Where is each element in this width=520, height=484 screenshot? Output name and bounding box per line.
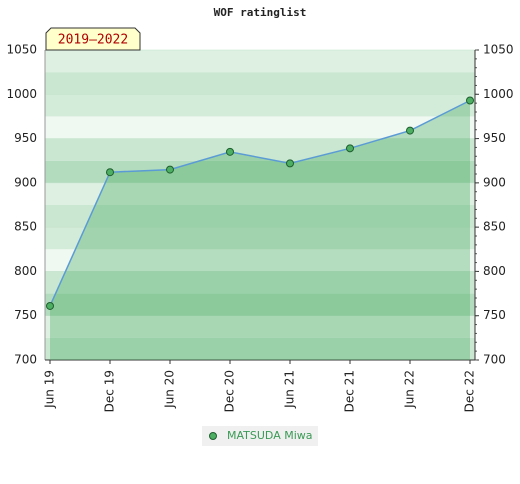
- background-band: [45, 138, 475, 161]
- background-band: [45, 50, 475, 73]
- x-tick-label: Dec 20: [223, 370, 237, 412]
- legend-marker: [209, 432, 217, 440]
- annotation-box: [45, 27, 141, 51]
- x-tick-label: Dec 19: [103, 370, 117, 412]
- legend-box: [202, 426, 318, 446]
- background-band: [45, 337, 475, 360]
- y-tick-label: 750: [14, 308, 37, 322]
- x-tick-label: Dec 22: [463, 370, 477, 412]
- y-tick-label: 1050: [6, 43, 37, 57]
- y-tick-label-right: 850: [483, 220, 506, 234]
- legend: MATSUDA Miwa: [202, 426, 318, 446]
- legend-label: MATSUDA Miwa: [227, 429, 313, 442]
- x-tick-label: Jun 20: [163, 370, 177, 409]
- background-band: [45, 160, 475, 183]
- line: [49, 99, 471, 307]
- annotation: 2019–2022: [58, 33, 128, 48]
- marker: [46, 301, 54, 310]
- y-tick-label: 800: [14, 264, 37, 278]
- y-tick-label-right: 900: [483, 175, 506, 189]
- y-tick-label-right: 950: [483, 131, 506, 145]
- x-tick-label: Dec 21: [343, 370, 357, 412]
- y-tick-label-right: 700: [483, 353, 506, 367]
- marker: [226, 147, 234, 156]
- x-tick-label: Jun 19: [43, 370, 57, 409]
- background-band: [45, 72, 475, 95]
- area: [50, 100, 470, 360]
- chart-title: WOF ratinglist: [214, 6, 307, 19]
- marker: [466, 96, 474, 105]
- background-band: [45, 94, 475, 117]
- y-tick-label-right: 800: [483, 264, 506, 278]
- background-band: [45, 116, 475, 139]
- y-tick-label-right: 1000: [483, 87, 514, 101]
- y-tick-label-right: 1050: [483, 43, 514, 57]
- background-band: [45, 249, 475, 272]
- y-tick-label: 850: [14, 220, 37, 234]
- background-band: [45, 182, 475, 205]
- marker: [346, 144, 354, 153]
- y-tick-label: 1000: [6, 87, 37, 101]
- y-tick-label: 700: [14, 353, 37, 367]
- y-tick-label: 900: [14, 175, 37, 189]
- marker: [106, 168, 114, 177]
- y-tick-label: 950: [14, 131, 37, 145]
- background-band: [45, 227, 475, 250]
- background-band: [45, 315, 475, 338]
- background-band: [45, 271, 475, 294]
- marker: [406, 126, 414, 135]
- y-tick-label-right: 750: [483, 308, 506, 322]
- marker: [286, 159, 294, 168]
- background-band: [45, 293, 475, 316]
- marker: [166, 165, 174, 174]
- x-tick-label: Jun 21: [283, 370, 297, 409]
- x-tick-label: Jun 22: [403, 370, 417, 409]
- background-band: [45, 205, 475, 228]
